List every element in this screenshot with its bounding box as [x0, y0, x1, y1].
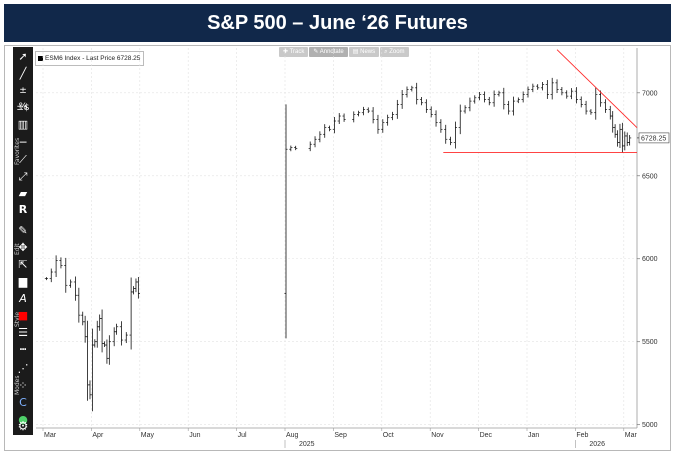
news-button[interactable]: ▤ News: [348, 47, 380, 57]
x-tick-label: Aug: [286, 432, 299, 439]
snap-mode-icon[interactable]: ⁘: [18, 379, 28, 392]
x-tick-label: Jan: [528, 432, 539, 439]
dotted-line-icon[interactable]: ⋰: [17, 362, 29, 375]
x-tick-label: Oct: [383, 432, 394, 439]
annotate-label: Annotate: [319, 49, 344, 55]
line-weight-icon[interactable]: ☰: [18, 326, 28, 339]
regression-icon[interactable]: R: [18, 203, 28, 216]
ray-line-icon[interactable]: ⤢: [18, 170, 28, 183]
magnet-icon[interactable]: C: [19, 396, 27, 409]
percent-tool-icon[interactable]: ±%: [18, 86, 28, 112]
x-tick-label: Mar: [44, 432, 57, 439]
select-arrow-icon[interactable]: ⇱: [18, 258, 28, 271]
channel-icon[interactable]: ▰: [18, 187, 28, 200]
x-tick-label: Sep: [334, 432, 347, 439]
news-icon: ▤: [352, 49, 359, 55]
horizontal-line-icon[interactable]: ─: [19, 136, 27, 149]
legend-swatch: [38, 56, 43, 61]
resistance-trendline: [556, 49, 638, 128]
x-tick-label: Dec: [480, 432, 493, 439]
x-tick-label: Apr: [92, 432, 104, 439]
last-price-label: 6728.25: [641, 135, 666, 142]
move-icon[interactable]: ✥: [18, 241, 28, 254]
line-draw-icon[interactable]: ╱: [19, 67, 27, 80]
x-tick-label: Mar: [625, 432, 638, 439]
y-tick-label: 5000: [642, 422, 658, 429]
y-tick-label: 7000: [642, 90, 658, 97]
pencil-icon: ✎: [313, 49, 319, 55]
chart-frame: [4, 45, 671, 451]
chart-title: S&P 500 – June ‘26 Futures: [4, 4, 671, 42]
track-button[interactable]: ✚ Track: [279, 47, 309, 57]
text-style-icon[interactable]: A: [19, 292, 27, 305]
palette-icon[interactable]: ●: [18, 413, 28, 426]
chart-toolbar: ✚ Track ✎ Annotate ▤ News ⌕ Zoom: [279, 47, 409, 57]
trend-line-icon[interactable]: ⟋: [19, 153, 27, 166]
x-tick-label: Jul: [238, 432, 247, 439]
settings-gear-icon[interactable]: ⚙: [17, 419, 29, 433]
x-tick-label: Jun: [189, 432, 200, 439]
x-year-label: 2025: [299, 441, 315, 448]
track-label: Track: [289, 49, 305, 55]
color-swatch-icon[interactable]: ■: [17, 309, 29, 322]
plus-icon: ✚: [283, 49, 289, 55]
x-tick-label: Feb: [576, 432, 588, 439]
line-style-icon[interactable]: ┅: [19, 343, 27, 356]
zoom-label: Zoom: [389, 49, 405, 55]
ruler-icon[interactable]: ▥: [17, 118, 29, 131]
trash-icon[interactable]: ▆: [18, 275, 28, 288]
y-tick-label: 5500: [642, 339, 658, 346]
price-range-icon[interactable]: ±$: [16, 103, 30, 113]
cursor-icon[interactable]: ➚: [18, 50, 28, 63]
news-label: News: [360, 49, 376, 55]
y-tick-label: 6000: [642, 256, 658, 263]
drawing-toolbar: ➚ ╱ ±% ±$ ▥ Favorites ─ ⟋ ⤢ ▰ R ✎ Edit ✥…: [13, 47, 33, 435]
annotate-button[interactable]: ✎ Annotate: [309, 47, 348, 57]
zoom-button[interactable]: ⌕ Zoom: [380, 47, 409, 57]
brush-icon[interactable]: ✎: [18, 224, 28, 237]
zoom-icon: ⌕: [384, 49, 388, 55]
series-legend[interactable]: ESM6 Index - Last Price 6728.25: [35, 51, 145, 66]
last-price-box: [638, 132, 670, 144]
x-tick-label: May: [141, 432, 155, 439]
x-year-label: 2026: [589, 441, 605, 448]
x-tick-label: Nov: [431, 432, 444, 439]
y-tick-label: 6500: [642, 173, 658, 180]
legend-label: ESM6 Index - Last Price 6728.25: [45, 55, 141, 62]
